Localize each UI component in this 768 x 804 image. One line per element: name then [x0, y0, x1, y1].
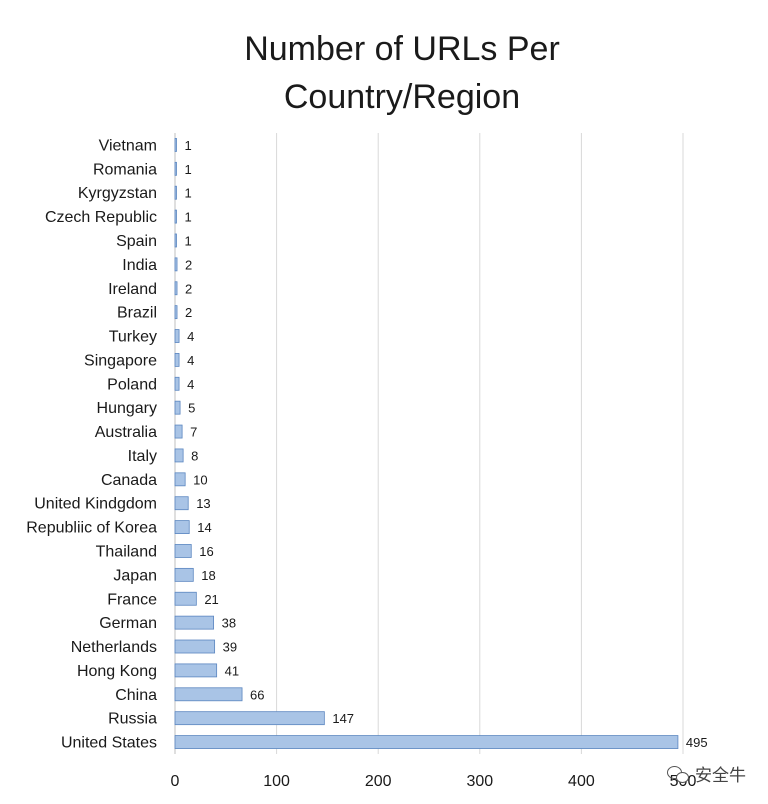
x-tick-label: 400: [568, 773, 595, 790]
value-label: 39: [223, 640, 237, 655]
x-tick-label: 0: [171, 773, 180, 790]
bar: [174, 448, 184, 463]
bar: [174, 257, 178, 272]
x-tick-label: 100: [263, 773, 290, 790]
x-tick-labels: 0 100 200 300 400 500: [171, 773, 697, 790]
value-label: 4: [187, 353, 194, 368]
bar: [174, 185, 177, 200]
value-label: 1: [185, 138, 192, 153]
bar: [174, 400, 181, 415]
category-label: Canada: [101, 472, 157, 489]
bar: [174, 544, 192, 558]
category-label: India: [122, 257, 157, 274]
value-label: 18: [201, 568, 215, 583]
watermark-text: 安全牛: [695, 766, 746, 786]
bar: [174, 376, 180, 391]
value-label: 2: [185, 257, 192, 272]
value-label: 41: [225, 663, 239, 678]
category-label: Singapore: [84, 352, 157, 369]
value-label: 38: [222, 616, 236, 631]
category-label: Australia: [95, 424, 157, 441]
value-label: 16: [199, 544, 213, 559]
value-label: 14: [197, 520, 211, 535]
bar: [174, 305, 178, 320]
category-label: Russia: [108, 711, 157, 728]
value-label: 1: [185, 210, 192, 225]
bar: [174, 281, 178, 296]
category-label: Romania: [93, 161, 157, 178]
bar: [174, 209, 177, 224]
value-label: 7: [190, 425, 197, 440]
bar: [174, 138, 177, 152]
bar: [174, 663, 218, 678]
category-label: Poland: [107, 376, 157, 393]
bar: [174, 329, 180, 343]
bar: [174, 472, 186, 487]
x-tick-label: 300: [466, 773, 493, 790]
bar: [174, 353, 180, 367]
value-label: 5: [188, 401, 195, 416]
category-labels: Vietnam Romania Kyrgyzstan Czech Republic Sp…: [26, 137, 157, 751]
bar: [174, 424, 183, 439]
value-labels: 1 1 1 1 1 2 2 2 4 4 4 5 7 8 10 13 14 16 18 21 38 39 41 66 147 495: [185, 138, 708, 750]
bar: [174, 496, 189, 511]
category-label: German: [99, 615, 157, 632]
category-label: Hungary: [97, 400, 157, 417]
category-label: Turkey: [109, 329, 157, 346]
category-label: Ireland: [108, 281, 157, 298]
category-label: United States: [61, 735, 157, 752]
value-label: 1: [185, 162, 192, 177]
grid-lines: [174, 133, 684, 754]
bar: [174, 687, 243, 702]
category-label: Thailand: [96, 543, 157, 560]
category-label: China: [115, 687, 157, 704]
value-label: 495: [686, 735, 708, 750]
category-label: Vietnam: [99, 137, 157, 154]
value-label: 2: [185, 305, 192, 320]
category-label: Hong Kong: [77, 663, 157, 680]
category-label: France: [107, 591, 157, 608]
category-label: Spain: [116, 233, 157, 250]
value-label: 66: [250, 687, 264, 702]
bars: [174, 138, 679, 749]
watermark: 安全牛: [667, 761, 746, 786]
bar: [174, 161, 177, 176]
chart-title-line-1: Number of URLs Per: [244, 30, 560, 68]
value-label: 21: [204, 592, 218, 607]
value-label: 4: [187, 329, 194, 344]
value-label: 2: [185, 281, 192, 296]
value-label: 1: [185, 233, 192, 248]
category-label: Republiic of Korea: [26, 520, 157, 537]
value-label: 10: [193, 472, 207, 487]
bar: [174, 735, 679, 749]
value-label: 13: [196, 496, 210, 511]
category-label: Brazil: [117, 305, 157, 322]
category-label: Netherlands: [71, 639, 157, 656]
x-tick-label: 200: [365, 773, 392, 790]
bar: [174, 639, 216, 654]
value-label: 1: [185, 186, 192, 201]
bar: [174, 615, 215, 630]
chart-title-line-2: Country/Region: [284, 78, 520, 116]
value-label: 147: [332, 711, 354, 726]
bar: [174, 591, 197, 606]
bar: [174, 567, 194, 582]
category-label: United Kindgdom: [34, 496, 157, 513]
category-label: Japan: [113, 567, 157, 584]
category-label: Italy: [128, 448, 157, 465]
bar: [174, 711, 325, 726]
value-label: 4: [187, 377, 194, 392]
bar: [174, 520, 190, 534]
wechat-icon: [667, 765, 689, 783]
category-label: Czech Republic: [45, 209, 157, 226]
category-label: Kyrgyzstan: [78, 185, 157, 202]
bar: [174, 233, 177, 248]
value-label: 8: [191, 448, 198, 463]
